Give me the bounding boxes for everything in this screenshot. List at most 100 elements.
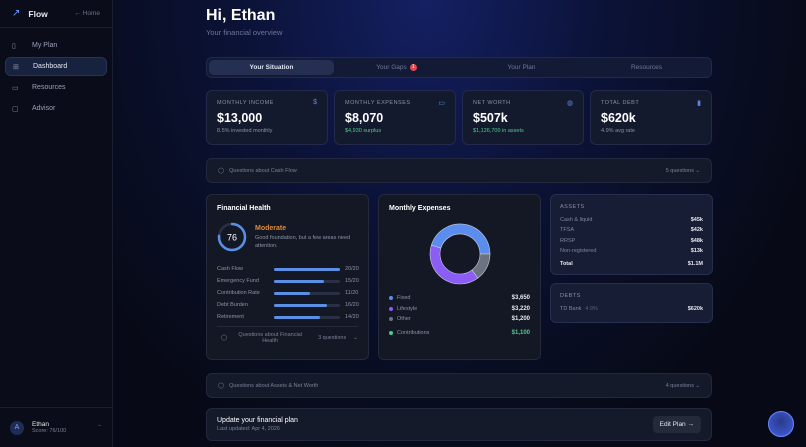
- debt-rate: 4.9%: [585, 306, 598, 313]
- donut-slice-lifestyle: [429, 244, 479, 285]
- sidebar-item-label: Advisor: [32, 105, 56, 112]
- chat-icon: ▢: [12, 105, 19, 113]
- gaps-badge: 1: [409, 64, 417, 71]
- stat-note: 8.5% invested monthly: [217, 128, 273, 134]
- advisor-avatar-button[interactable]: [768, 411, 794, 437]
- bar-track: [274, 267, 340, 271]
- card-title: Monthly Expenses: [389, 205, 451, 212]
- stat-label: MONTHLY EXPENSES: [345, 100, 411, 106]
- asset-value: $42k: [690, 227, 703, 234]
- legend-dot: [389, 330, 393, 335]
- edit-plan-button[interactable]: Edit Plan →: [652, 416, 701, 433]
- stat-note: $1,126,700 in assets: [473, 128, 524, 134]
- sidebar-item-my-plan[interactable]: ▯ My Plan: [5, 36, 107, 55]
- questions-cash-flow[interactable]: ◯ Questions about Cash Flow 5 questions ⌄: [206, 158, 712, 183]
- update-plan-banner: Update your financial plan Last updated: …: [206, 408, 712, 441]
- legend-item: Other $1,200: [389, 314, 530, 325]
- total-label: Total: [560, 261, 573, 268]
- credit-card-icon: ▭: [438, 100, 445, 107]
- tab-label: Your Situation: [249, 64, 294, 71]
- bar-label: Cash Flow: [217, 266, 243, 272]
- plan-updated: Last updated: Apr 4, 2026: [217, 426, 280, 432]
- assets-card: ASSETS Cash & liquid $45k TFSA $42k RRSP $48k…: [550, 194, 713, 275]
- brand: ↗ Flow ← Home: [0, 0, 112, 28]
- stat-net-worth: NET WORTH ◍ $507k $1,126,700 in assets: [462, 90, 584, 145]
- tab-your-situation[interactable]: Your Situation: [209, 60, 334, 75]
- clipboard-icon: ▯: [12, 42, 16, 50]
- stat-label: TOTAL DEBT: [601, 100, 640, 106]
- legend-dot: [389, 296, 393, 301]
- questions-count: 3 questions: [318, 335, 347, 341]
- legend-label: Lifestyle: [397, 305, 418, 312]
- health-bars: Cash Flow 20/20 Emergency Fund 15/20 Contrib…: [217, 263, 362, 323]
- health-bar-row: Debt Burden 16/20: [217, 299, 362, 311]
- stat-value: $507k: [473, 111, 508, 125]
- user-name: Ethan: [32, 421, 49, 428]
- sidebar-item-resources[interactable]: ▭ Resources: [5, 78, 107, 97]
- asset-row: RRSP $48k: [560, 236, 703, 246]
- sidebar-item-label: Dashboard: [33, 63, 68, 70]
- expenses-donut-chart: [429, 223, 491, 285]
- legend-value: $1,200: [511, 316, 530, 323]
- bar-label: Emergency Fund: [217, 278, 259, 284]
- flow-logo-icon: ↗: [12, 8, 21, 19]
- bar-label: Retirement: [217, 314, 244, 320]
- legend-item: Contributions $1,100: [389, 328, 530, 339]
- asset-name: TFSA: [560, 227, 575, 234]
- questions-financial-health[interactable]: ◯ Questions about Financial Health 3 que…: [217, 326, 358, 344]
- stat-value: $620k: [601, 111, 636, 125]
- sidebar-item-label: My Plan: [32, 42, 58, 49]
- bar-track: [274, 315, 340, 319]
- stat-total-debt: TOTAL DEBT ▮ $620k 4.9% avg rate: [590, 90, 712, 145]
- stat-monthly-income: MONTHLY INCOME $ $13,000 8.5% invested mont…: [206, 90, 328, 145]
- questions-count: 5 questions: [665, 167, 694, 174]
- asset-value: $45k: [690, 217, 703, 224]
- tab-your-plan[interactable]: Your Plan: [459, 60, 584, 75]
- button-label: Edit Plan: [659, 421, 686, 428]
- sidebar-item-dashboard[interactable]: ⊞ Dashboard: [5, 57, 107, 76]
- stat-monthly-expenses: MONTHLY EXPENSES ▭ $8,070 $4,930 surplus: [334, 90, 456, 145]
- bar-label: Contribution Rate: [217, 290, 260, 296]
- page-title: Hi, Ethan: [206, 7, 276, 24]
- section-title: ASSETS: [560, 204, 585, 210]
- legend-item: Fixed $3,650: [389, 293, 530, 304]
- page-subtitle: Your financial overview: [206, 28, 283, 37]
- debt-row: TD Bank 4.9% $620k: [560, 304, 703, 314]
- tab-bar: Your Situation Your Gaps 1 Your Plan Reso…: [206, 57, 712, 78]
- questions-assets-net-worth[interactable]: ◯ Questions about Assets & Net Worth 4 que…: [206, 373, 712, 398]
- trash-icon: ▮: [697, 100, 701, 107]
- sidebar: ↗ Flow ← Home ▯ My Plan ⊞ Dashboard ▭ Resou…: [0, 0, 113, 447]
- tab-resources[interactable]: Resources: [584, 60, 709, 75]
- chevron-down-icon: ⌄: [353, 335, 358, 341]
- asset-row: Non-registered $13k: [560, 246, 703, 256]
- legend-item: Lifestyle $3,220: [389, 304, 530, 315]
- section-title: DEBTS: [560, 293, 581, 299]
- avatar: A: [10, 420, 24, 435]
- bar-fill: [274, 279, 324, 283]
- health-level: Moderate: [255, 225, 287, 232]
- tab-label: Your Plan: [507, 64, 536, 71]
- grid-icon: ⊞: [13, 63, 19, 71]
- health-score: 76: [227, 233, 237, 243]
- chat-icon: ◯: [218, 382, 225, 389]
- sidebar-nav: ▯ My Plan ⊞ Dashboard ▭ Resources ▢ Advisor: [0, 28, 112, 128]
- home-link[interactable]: ← Home: [74, 10, 100, 17]
- bar-label: Debt Burden: [217, 302, 248, 308]
- stat-label: MONTHLY INCOME: [217, 100, 274, 106]
- stat-note: $4,930 surplus: [345, 128, 382, 134]
- debts-card: DEBTS TD Bank 4.9% $620k: [550, 283, 713, 323]
- health-score-ring: 76: [217, 222, 247, 252]
- legend-label: Other: [397, 316, 411, 323]
- legend-value: $3,650: [511, 295, 530, 302]
- plan-title: Update your financial plan: [217, 417, 298, 424]
- bar-fill: [274, 315, 321, 319]
- bar-value: 16/20: [345, 302, 359, 308]
- chevron-up-icon: ⌃: [96, 425, 102, 431]
- user-menu[interactable]: A Ethan Score: 76/100 ⌃: [0, 407, 112, 447]
- debt-value: $620k: [687, 306, 703, 313]
- tab-your-gaps[interactable]: Your Gaps 1: [334, 60, 459, 75]
- bar-fill: [274, 291, 311, 295]
- legend-label: Fixed: [397, 295, 411, 302]
- sidebar-item-advisor[interactable]: ▢ Advisor: [5, 99, 107, 118]
- debt-name: TD Bank: [560, 306, 582, 313]
